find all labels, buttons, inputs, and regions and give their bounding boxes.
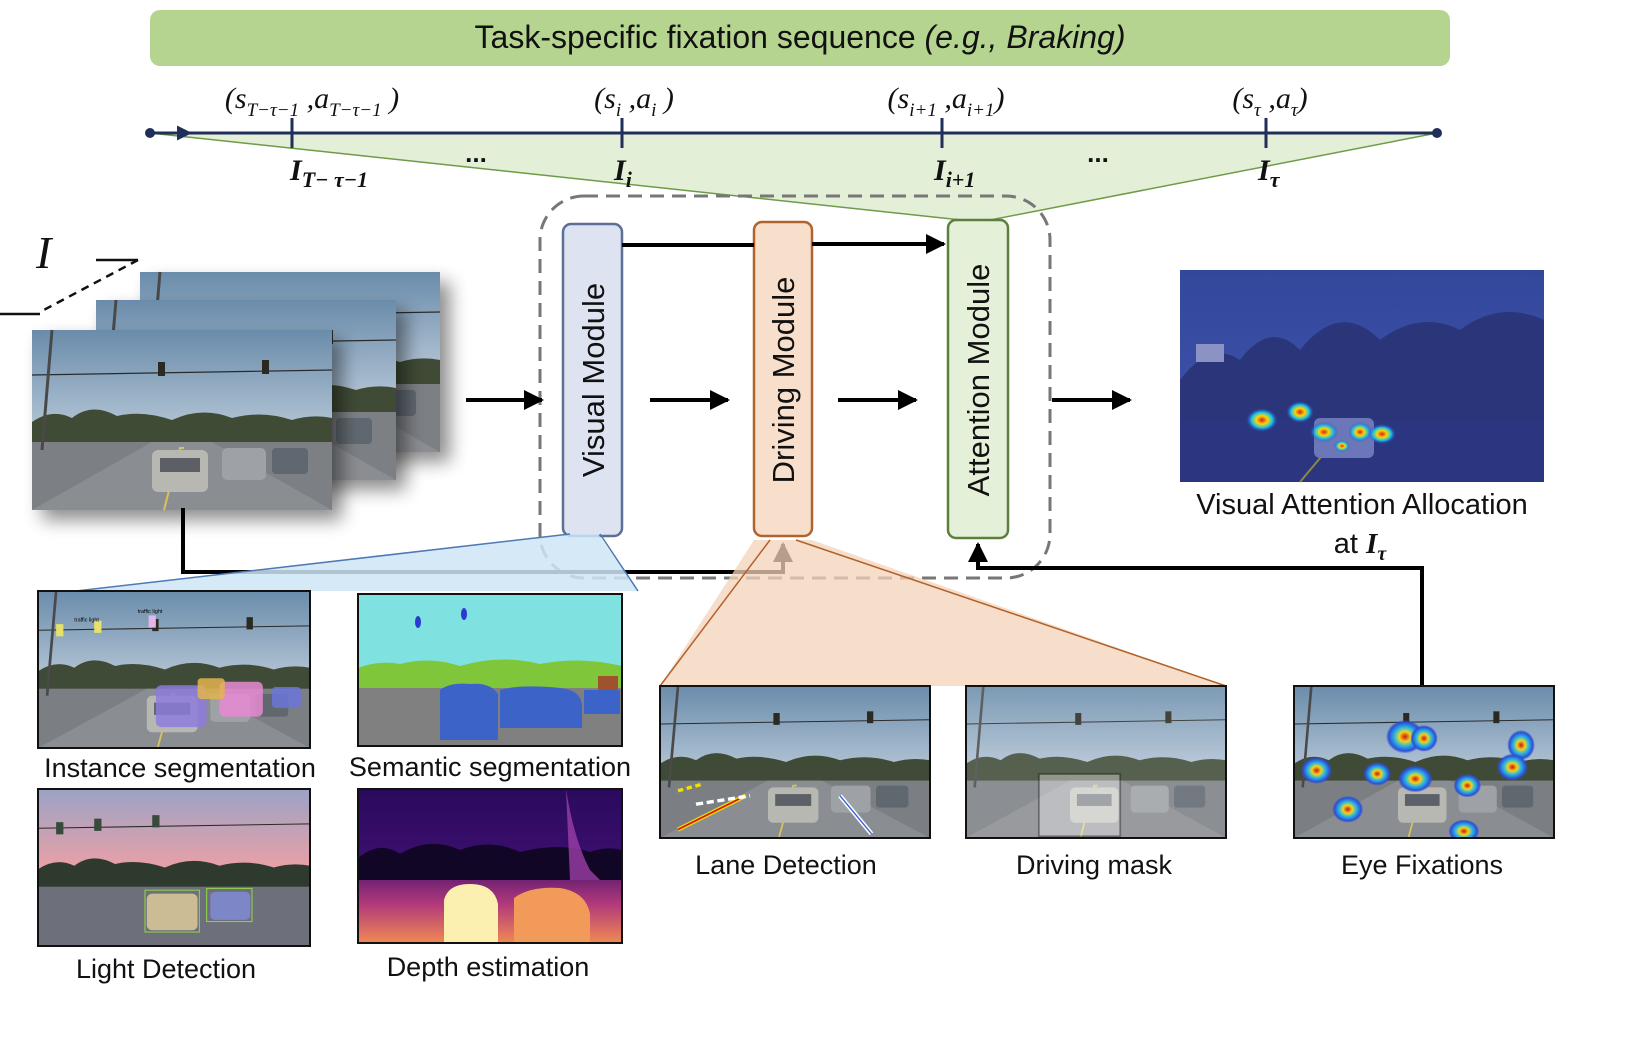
input-bracket-diagonal xyxy=(39,258,139,314)
depth-estimation-border xyxy=(357,788,623,944)
action-var-4: a xyxy=(1276,82,1291,115)
timeline-ellipsis-left: ... xyxy=(465,138,487,168)
semantic-segmentation-image xyxy=(358,594,622,746)
light-detection-caption: Light Detection xyxy=(76,954,256,984)
svg-text:traffic light: traffic light xyxy=(138,609,163,615)
driving-mask-caption: Driving mask xyxy=(1016,850,1173,880)
title-banner xyxy=(150,10,1450,66)
frame-label-2: Ii xyxy=(613,154,633,192)
visual-fan-edge-left xyxy=(75,533,571,592)
timeline-end-dot xyxy=(1432,128,1442,138)
eye-fixations-caption: Eye Fixations xyxy=(1341,850,1503,880)
lane-detection-caption: Lane Detection xyxy=(695,850,877,880)
driving-fan xyxy=(660,540,1226,686)
state-action-label-1: (sT−τ−1 ,aT−τ−1 ) xyxy=(225,82,399,121)
frame-var-2: I xyxy=(613,154,627,187)
state-sub-2: i xyxy=(616,100,621,121)
action-var-2: a xyxy=(636,82,651,115)
driving-mask-border xyxy=(965,685,1227,839)
driving-fan-edge-right xyxy=(795,539,1227,687)
visual-fan-edge-right xyxy=(599,533,639,592)
state-sub-4: τ xyxy=(1254,100,1262,121)
instance-segmentation-border xyxy=(37,590,311,749)
output-caption-line1: Visual Attention Allocation xyxy=(1196,489,1528,521)
output-caption-prefix: at xyxy=(1334,528,1366,560)
state-action-label-3: (si+1 ,ai+1) xyxy=(888,82,1005,121)
semantic-segmentation-border xyxy=(357,593,623,747)
attention-module-box xyxy=(946,218,1010,540)
state-var-4: s xyxy=(1242,82,1254,115)
action-sub-3: i+1 xyxy=(967,100,995,121)
frame-label-3: Ii+1 xyxy=(933,154,975,192)
driving-fan-edge-left xyxy=(659,539,771,687)
input-frame-front xyxy=(30,328,334,512)
visual-module-label: Visual Module xyxy=(576,283,611,477)
driving-mask-image xyxy=(966,686,1226,838)
action-sub-2: i xyxy=(651,100,656,121)
state-action-label-2: (si ,ai ) xyxy=(594,82,674,121)
state-var-1: s xyxy=(235,82,247,115)
instance-segmentation-image: traffic light traffic light xyxy=(38,591,310,748)
action-var-1: a xyxy=(314,82,329,115)
frame-sub-4: τ xyxy=(1270,167,1281,192)
frame-var-3: I xyxy=(933,154,947,187)
frame-label-4: Iτ xyxy=(1257,154,1281,192)
attention-module-label: Attention Module xyxy=(961,264,996,497)
banner-title-text: Task-specific fixation sequence xyxy=(475,19,925,55)
light-detection-border xyxy=(37,788,311,947)
input-symbol: I xyxy=(35,227,54,278)
instance-segmentation-caption: Instance segmentation xyxy=(44,753,316,783)
driving-module-label: Driving Module xyxy=(766,277,801,484)
state-var-2: s xyxy=(604,82,616,115)
output-caption-symbol: I xyxy=(1365,528,1379,560)
semantic-segmentation-caption: Semantic segmentation xyxy=(349,752,631,782)
depth-estimation-image xyxy=(358,789,622,943)
output-caption-line2: at Iτ xyxy=(1334,528,1388,565)
eye-fixations-image xyxy=(1294,686,1554,838)
state-var-3: s xyxy=(898,82,910,115)
frame-sub-1: T− τ−1 xyxy=(302,167,368,192)
depth-estimation-caption: Depth estimation xyxy=(387,952,590,982)
frame-var-1: I xyxy=(289,154,303,187)
svg-text:traffic light: traffic light xyxy=(74,618,99,624)
state-action-label-4: (sτ ,aτ) xyxy=(1232,82,1307,121)
action-var-3: a xyxy=(952,82,967,115)
output-caption-sub: τ xyxy=(1377,543,1387,565)
eye-fixations-border xyxy=(1293,685,1555,839)
action-sub-1: T−τ−1 xyxy=(329,100,382,121)
frame-var-4: I xyxy=(1257,154,1271,187)
eye-to-attention-path xyxy=(968,542,1424,686)
timeline-ellipsis-right: ... xyxy=(1087,138,1109,168)
action-sub-4: τ xyxy=(1291,100,1299,121)
attention-output-image xyxy=(1180,270,1544,483)
driving-module-box xyxy=(752,220,814,538)
visual-fan xyxy=(76,534,638,591)
frame-sub-2: i xyxy=(626,167,633,192)
banner-title-italic: (e.g., Braking) xyxy=(925,19,1126,55)
frame-label-1: IT− τ−1 xyxy=(289,154,368,192)
state-sub-1: T−τ−1 xyxy=(247,100,300,121)
timeline-start-dot xyxy=(145,128,155,138)
frame-sub-3: i+1 xyxy=(946,167,976,192)
state-sub-3: i+1 xyxy=(909,100,937,121)
light-detection-image xyxy=(38,789,310,946)
lane-detection-image xyxy=(660,686,930,838)
banner-title: Task-specific fixation sequence (e.g., B… xyxy=(475,19,1126,55)
lane-detection-border xyxy=(659,685,931,839)
